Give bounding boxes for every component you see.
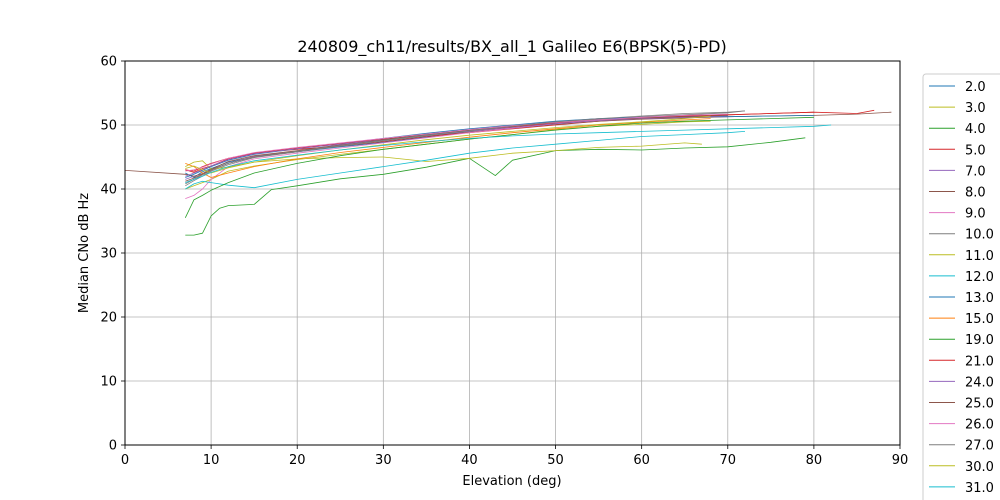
x-tick-label: 20	[289, 453, 306, 468]
x-tick-label: 50	[547, 453, 564, 468]
chart-title: 240809_ch11/results/BX_all_1 Galileo E6(…	[297, 37, 726, 57]
legend-label: 3.0	[965, 101, 986, 116]
legend: 2.0 3.0 4.0 5.0 7.0 8.0 9.0 10.0 11.0 12.0 13.0 15.…	[922, 73, 1000, 500]
legend-label: 30.0	[965, 460, 994, 475]
legend-label: 21.0	[965, 354, 994, 369]
y-tick-label: 60	[100, 55, 117, 70]
series-line-19.0	[184, 116, 814, 218]
legend-label: 27.0	[965, 439, 994, 454]
series-line-9.0	[185, 114, 728, 199]
y-tick-label: 40	[100, 183, 117, 198]
x-axis: 0 10 20 30 40 50 60 70 80 90	[121, 445, 908, 468]
legend-label: 11.0	[965, 249, 994, 264]
series-layer	[124, 109, 892, 236]
x-axis-label: Elevation (deg)	[462, 474, 561, 489]
y-tick-label: 0	[109, 439, 117, 454]
x-tick-label: 80	[806, 453, 823, 468]
series-line-4.0	[185, 137, 806, 236]
x-tick-label: 40	[461, 453, 478, 468]
series-line-12.0	[185, 131, 746, 190]
legend-label: 2.0	[965, 80, 986, 95]
series-line-21.0	[185, 109, 875, 172]
y-tick-label: 50	[100, 119, 117, 134]
series-line-31.0	[185, 124, 832, 183]
legend-box	[922, 73, 1000, 500]
series-line-11.0	[185, 142, 702, 170]
legend-label: 4.0	[965, 122, 986, 137]
legend-label: 26.0	[965, 418, 994, 433]
series-line-26.0	[185, 113, 728, 172]
legend-label: 8.0	[965, 186, 986, 201]
x-tick-label: 70	[720, 453, 737, 468]
y-tick-label: 30	[100, 247, 117, 262]
series-line-30.0	[185, 115, 711, 174]
series-line-27.0	[185, 110, 746, 185]
y-axis: 0 10 20 30 40 50 60	[100, 55, 125, 454]
legend-label: 10.0	[965, 228, 994, 243]
y-tick-label: 10	[100, 375, 117, 390]
y-tick-label: 20	[100, 311, 117, 326]
legend-label: 24.0	[965, 375, 994, 390]
x-tick-label: 60	[633, 453, 650, 468]
x-tick-label: 90	[892, 453, 909, 468]
series-line-10.0	[185, 110, 746, 187]
legend-label: 25.0	[965, 397, 994, 412]
legend-label: 13.0	[965, 291, 994, 306]
series-line-2.0	[185, 116, 728, 178]
series-line-8.0	[124, 111, 892, 177]
legend-label: 19.0	[965, 333, 994, 348]
series-line-5.0	[185, 111, 814, 173]
legend-label: 7.0	[965, 164, 986, 179]
legend-label: 9.0	[965, 207, 986, 222]
y-axis-label: Median CNo dB Hz	[77, 193, 92, 313]
legend-label: 5.0	[965, 143, 986, 158]
x-tick-label: 30	[375, 453, 392, 468]
legend-label: 15.0	[965, 312, 994, 327]
series-line-15.0	[185, 118, 711, 178]
x-tick-label: 10	[203, 453, 220, 468]
legend-label: 12.0	[965, 270, 994, 285]
x-tick-label: 0	[121, 453, 129, 468]
legend-label: 31.0	[965, 481, 994, 496]
